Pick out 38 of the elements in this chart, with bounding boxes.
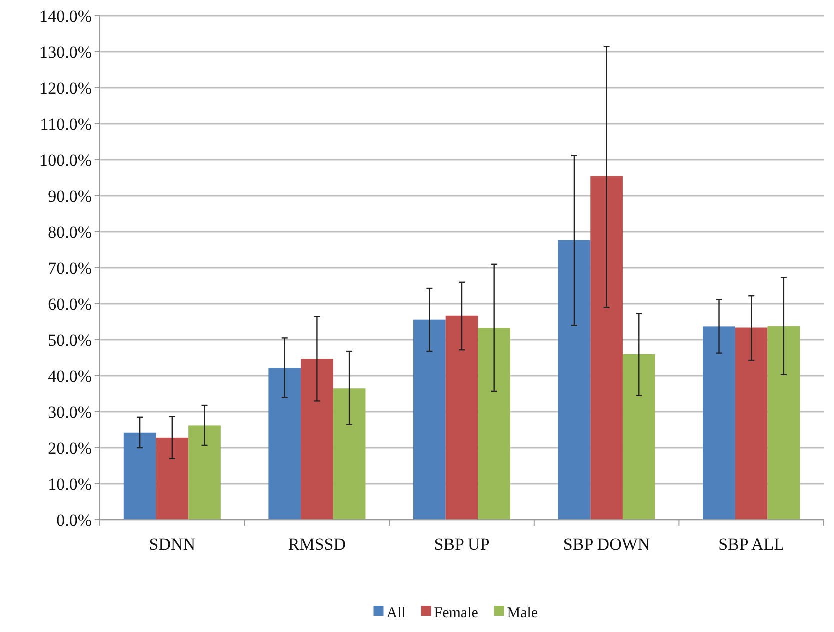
bar: [124, 432, 156, 520]
y-tick-label: 40.0%: [48, 366, 92, 386]
legend-label: Female: [434, 605, 479, 622]
bar: [703, 326, 736, 520]
y-tick-label: 30.0%: [48, 402, 92, 422]
y-tick-label: 60.0%: [48, 294, 92, 314]
y-tick-label: 90.0%: [48, 186, 92, 206]
legend-label: Male: [507, 605, 538, 622]
y-tick-label: 140.0%: [40, 6, 92, 26]
y-tick-label: 100.0%: [40, 150, 92, 170]
bar: [446, 316, 478, 520]
legend-label: All: [386, 605, 406, 622]
bar: [156, 438, 189, 520]
bar: [301, 359, 334, 520]
bar: [413, 320, 446, 520]
bar: [333, 388, 366, 520]
y-tick-label: 20.0%: [48, 438, 92, 458]
y-tick-label: 110.0%: [40, 114, 92, 134]
bar: [590, 176, 623, 520]
x-tick-label: RMSSD: [288, 535, 346, 554]
x-tick-label: SBP UP: [434, 535, 490, 554]
y-tick-label: 80.0%: [48, 222, 92, 242]
x-tick-label: SBP DOWN: [563, 535, 650, 554]
bar: [268, 368, 302, 520]
bar: [735, 328, 768, 520]
bar: [558, 240, 591, 520]
y-tick-label: 70.0%: [48, 258, 92, 278]
bar: [188, 426, 221, 520]
y-tick-label: 120.0%: [40, 78, 92, 98]
x-tick-label: SDNN: [149, 535, 196, 554]
bar: [768, 326, 800, 520]
bar: [622, 354, 656, 520]
y-tick-label: 10.0%: [48, 474, 92, 494]
x-tick-label: SBP ALL: [718, 535, 785, 554]
y-tick-label: 130.0%: [40, 42, 92, 62]
y-tick-label: 50.0%: [48, 330, 92, 350]
y-tick-label: 0.0%: [56, 510, 92, 530]
bar: [478, 328, 511, 520]
